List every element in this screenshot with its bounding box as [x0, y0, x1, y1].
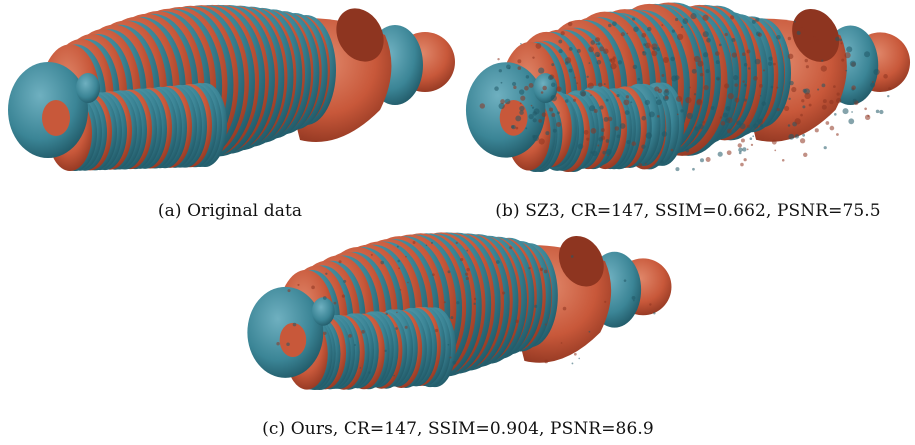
isosurface-shape — [8, 4, 455, 171]
caption-b: (b) SZ3, CR=147, SSIM=0.662, PSNR=75.5 — [495, 201, 881, 221]
isosurface-shape — [465, 2, 911, 173]
panel-a-render — [0, 0, 460, 195]
isosurface-shape — [247, 232, 672, 390]
caption-c: (c) Ours, CR=147, SSIM=0.904, PSNR=86.9 — [262, 419, 654, 439]
caption-a: (a) Original data — [157, 201, 303, 221]
panel-c-render — [228, 228, 688, 413]
panel-b-render — [458, 0, 915, 195]
